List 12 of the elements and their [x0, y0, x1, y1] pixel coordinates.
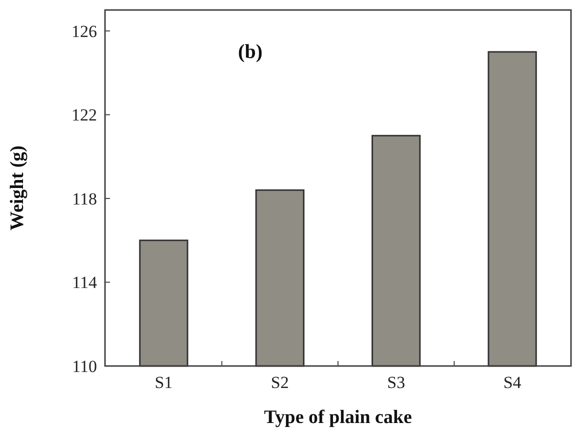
x-tick-label: S1 [154, 373, 173, 392]
y-tick-label: 110 [72, 356, 97, 376]
annotation: (b) [238, 41, 262, 63]
y-tick-label: 126 [72, 22, 97, 41]
x-tick-label: S4 [503, 373, 522, 392]
x-tick-label: S3 [387, 373, 406, 392]
x-tick-label: S2 [270, 373, 289, 392]
y-tick-label: 114 [72, 273, 98, 292]
y-tick-label: 122 [72, 106, 97, 125]
y-tick-label: 118 [72, 189, 97, 208]
x-axis-title: Type of plain cake [264, 407, 412, 428]
y-axis-title: Weight (g) [7, 146, 28, 230]
